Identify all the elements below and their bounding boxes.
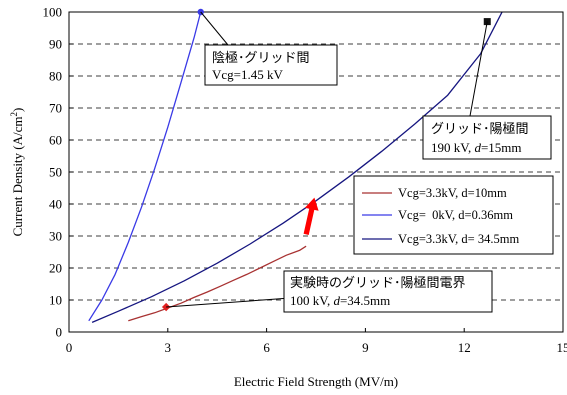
red-arrow	[303, 197, 319, 235]
anode-distance: =15mm	[481, 140, 522, 155]
y-axis-title: Current Density (A/cm2)	[9, 108, 25, 237]
arrow-up	[303, 197, 319, 235]
y-tick-label-30: 30	[49, 229, 62, 244]
legend-label-series-2: Vcg= 0kV, d=0.36mm	[398, 208, 513, 222]
series-line-2	[88, 12, 202, 322]
annotation-cathode-title: 陰極･グリッド間	[212, 50, 310, 65]
axis-ticks: 0 10 20 30 40 50 60 70 80 90 100 0 3 6 9 12 15	[43, 5, 567, 356]
y-tick-label-50: 50	[49, 165, 62, 180]
legend: Vcg=3.3kV, d=10mm Vcg= 0kV, d=0.36mm Vcg…	[353, 175, 554, 255]
y-tick-label-90: 90	[49, 37, 62, 52]
annotation-box-cathode	[204, 44, 338, 86]
y-tick-label-10: 10	[49, 293, 62, 308]
anode-voltage-prefix: 190 kV,	[431, 140, 474, 155]
annotation-experiment-title: 実験時のグリッド･陽極間電界	[290, 275, 466, 290]
y-tick-label-70: 70	[49, 101, 62, 116]
y-tick-label-80: 80	[49, 69, 62, 84]
annotation-box-anode	[422, 115, 552, 160]
x-tick-label-9: 9	[362, 340, 369, 355]
anode-d-symbol: d	[474, 140, 481, 155]
leader-line-cathode	[200, 11, 229, 46]
y-axis-title-main: Current Density (A/cm	[10, 116, 25, 236]
x-tick-label-12: 12	[458, 340, 471, 355]
y-tick-label-60: 60	[49, 133, 62, 148]
x-tick-label-6: 6	[263, 340, 270, 355]
exp-distance: =34.5mm	[340, 293, 390, 308]
y-tick-label-100: 100	[43, 5, 63, 20]
annotation-box-experiment	[283, 270, 493, 313]
series-line-3	[91, 12, 503, 323]
annotation-cathode-grid: 陰極･グリッド間 Vcg=1.45 kV	[200, 11, 338, 86]
leader-line-anode	[469, 21, 488, 117]
y-tick-label-40: 40	[49, 197, 62, 212]
x-tick-label-0: 0	[66, 340, 73, 355]
x-tick-label-3: 3	[165, 340, 172, 355]
series-line-1	[128, 245, 307, 322]
exp-voltage-prefix: 100 kV,	[290, 293, 333, 308]
x-tick-label-15: 15	[557, 340, 567, 355]
legend-label-series-1: Vcg=3.3kV, d=10mm	[398, 186, 507, 200]
legend-label-series-3: Vcg=3.3kV, d= 34.5mm	[398, 232, 519, 246]
data-series	[88, 12, 503, 323]
y-tick-label-0: 0	[56, 325, 63, 340]
annotation-anode-title: グリッド･陽極間	[431, 121, 529, 136]
y-axis-title-superscript: 2	[9, 112, 19, 117]
exp-d-symbol: d	[333, 293, 340, 308]
annotation-grid-anode: グリッド･陽極間 190 kV, d=15mm	[422, 21, 552, 160]
annotation-cathode-voltage: Vcg=1.45 kV	[212, 67, 283, 82]
y-tick-label-20: 20	[49, 261, 62, 276]
annotation-experiment: 実験時のグリッド･陽極間電界 100 kV, d=34.5mm	[166, 270, 493, 313]
annotation-anode-voltage: 190 kV, d=15mm	[431, 140, 522, 155]
x-axis-title: Electric Field Strength (MV/m)	[234, 374, 398, 389]
y-axis-title-tail: )	[10, 108, 25, 112]
annotation-experiment-voltage: 100 kV, d=34.5mm	[290, 293, 390, 308]
